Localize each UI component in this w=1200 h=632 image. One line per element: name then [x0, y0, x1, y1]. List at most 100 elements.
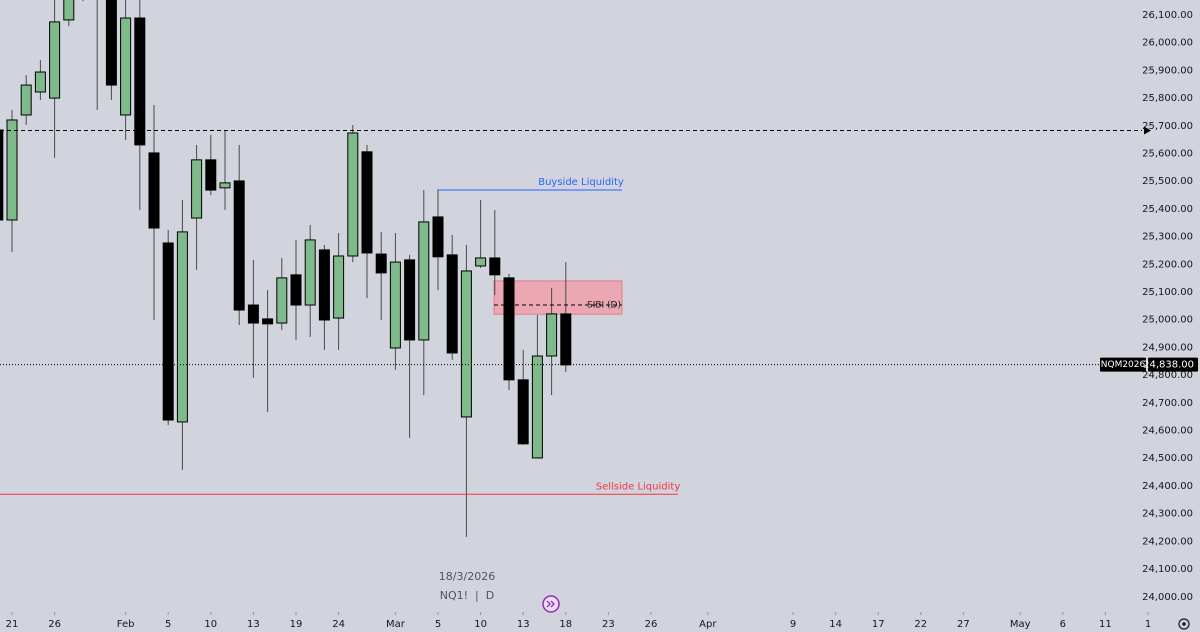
candle-body-up: [49, 21, 61, 99]
x-tick-label: 13: [247, 619, 260, 630]
x-tick-label: 18: [559, 619, 572, 630]
candle-body-down: [247, 304, 259, 324]
candle-body-up: [389, 261, 401, 349]
candle-body-up: [120, 17, 132, 116]
x-tick-label: 22: [914, 619, 927, 630]
candle-body-up: [20, 84, 32, 116]
candle-body-up: [531, 355, 543, 459]
symbol-box: [1100, 357, 1146, 372]
candle-body-up: [460, 270, 472, 418]
candle-body-down: [361, 151, 373, 254]
level-arrow: [1144, 126, 1151, 135]
symbol-label: NQM2026: [1101, 360, 1146, 370]
replay-icon[interactable]: [542, 595, 560, 613]
y-tick-label: 24,000.00: [1142, 592, 1193, 603]
x-tick-label: 14: [829, 619, 842, 630]
x-tick-label: 5: [165, 619, 171, 630]
x-tick-label: 1: [1145, 619, 1151, 630]
x-tick-label: 6: [1060, 619, 1066, 630]
x-tick-label: 19: [290, 619, 303, 630]
y-tick-label: 25,700.00: [1142, 121, 1193, 132]
y-tick-label: 24,500.00: [1142, 453, 1193, 464]
x-tick-label: 9: [790, 619, 796, 630]
x-tick-label: May: [1010, 619, 1031, 630]
candle-body-down: [134, 17, 146, 146]
x-tick-label: 21: [6, 619, 19, 630]
candle-body-up: [333, 255, 345, 319]
y-tick-label: 25,800.00: [1142, 93, 1193, 104]
y-tick-label: 26,000.00: [1142, 38, 1193, 49]
settings-icon[interactable]: [1178, 618, 1190, 630]
plot-area: SIBI (D) Buyside Liquidity Sellside Liquid…: [0, 0, 1148, 537]
price-box: [1148, 357, 1198, 372]
candle-body-down: [105, 0, 117, 86]
replay-icon-arrow: [546, 600, 555, 608]
y-tick-label: 24,200.00: [1142, 536, 1193, 547]
candle-body-down: [517, 379, 529, 445]
candle-body-down: [205, 159, 217, 191]
candle-body-down: [503, 277, 515, 381]
y-tick-label: 24,100.00: [1142, 564, 1193, 575]
x-tick-label: 10: [204, 619, 217, 630]
x-tick-label: 10: [474, 619, 487, 630]
x-tick-label: 23: [602, 619, 615, 630]
y-tick-label: 24,900.00: [1142, 342, 1193, 353]
x-tick-label: 5: [435, 619, 441, 630]
date-caption: 18/3/2026: [439, 570, 495, 583]
buyside-label: Buyside Liquidity: [538, 177, 624, 188]
candle-body-down: [290, 274, 302, 306]
y-tick-label: 24,600.00: [1142, 426, 1193, 437]
y-tick-label: 25,400.00: [1142, 204, 1193, 215]
x-tick-label: Feb: [117, 619, 135, 630]
y-tick-label: 25,100.00: [1142, 287, 1193, 298]
price-label: 24,838.00: [1143, 360, 1194, 371]
x-tick-label: 27: [957, 619, 970, 630]
candle-body-down: [262, 318, 274, 325]
y-tick-label: 25,500.00: [1142, 176, 1193, 187]
candle-body-up: [176, 231, 188, 423]
candle-body-up: [304, 239, 316, 306]
candle-body-up: [276, 277, 288, 324]
candle-body-down: [233, 180, 245, 311]
settings-icon-dot: [1182, 622, 1186, 626]
candle-body-down: [318, 249, 330, 321]
y-tick-label: 26,100.00: [1142, 10, 1193, 21]
candle-body-up: [546, 313, 558, 357]
candle-body-up: [475, 257, 487, 267]
candle-body-down: [432, 216, 444, 258]
x-tick-label: 26: [645, 619, 658, 630]
y-tick-label: 24,300.00: [1142, 509, 1193, 520]
x-tick-label: 26: [48, 619, 61, 630]
candle-body-up: [34, 71, 46, 93]
candle-body-down: [489, 257, 501, 276]
x-tick-label: Apr: [699, 619, 717, 630]
candle-body-up: [418, 221, 430, 341]
candle-body-up: [347, 132, 359, 257]
x-tick-label: 17: [872, 619, 885, 630]
y-tick-label: 25,000.00: [1142, 315, 1193, 326]
candle-body-up: [219, 182, 231, 189]
x-tick-label: 24: [332, 619, 345, 630]
x-tick-label: 11: [1099, 619, 1112, 630]
y-tick-label: 25,600.00: [1142, 148, 1193, 159]
sellside-label: Sellside Liquidity: [596, 481, 681, 492]
y-tick-label: 24,400.00: [1142, 481, 1193, 492]
y-tick-label: 25,900.00: [1142, 65, 1193, 76]
y-tick-label: 25,300.00: [1142, 232, 1193, 243]
candle-body-down: [162, 242, 174, 421]
candle-body-down: [560, 313, 572, 366]
candle-body-up: [191, 159, 203, 219]
x-tick-label: Mar: [386, 619, 406, 630]
candle-body-up: [6, 119, 18, 221]
symbol-caption: NQ1! | D: [440, 589, 494, 602]
candle-body-down: [404, 259, 416, 341]
candle-body-up: [63, 0, 75, 21]
axes: 24,000.00 24,100.00 24,200.00 24,300.00 24,4…: [6, 10, 1193, 630]
candle-body-down: [446, 254, 458, 354]
sibi-zone: [493, 280, 623, 315]
candle-body-down: [148, 152, 160, 229]
y-tick-label: 25,200.00: [1142, 259, 1193, 270]
y-tick-label: 24,700.00: [1142, 398, 1193, 409]
